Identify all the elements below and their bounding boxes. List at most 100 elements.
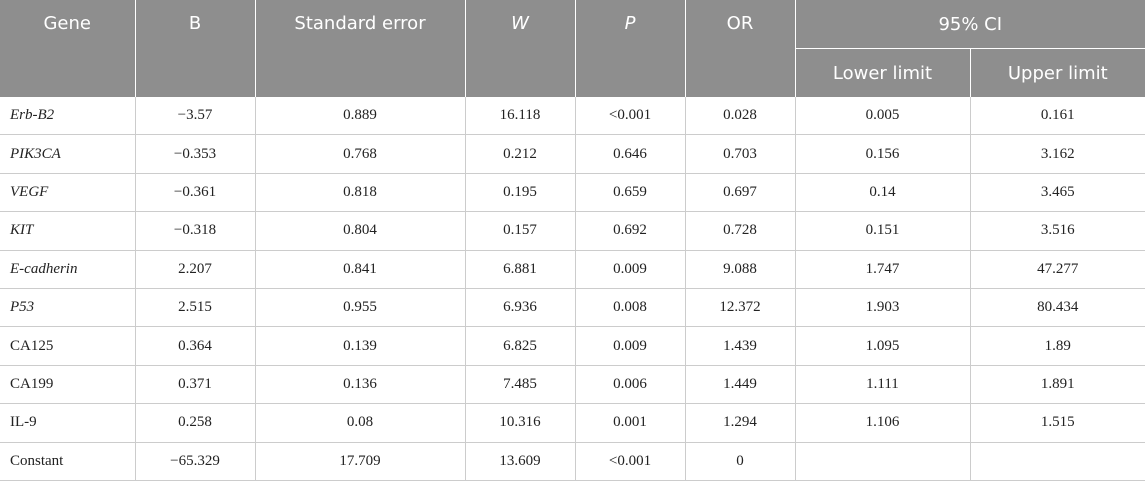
value-cell: 0.258 [134, 403, 255, 443]
table-row: CA125 0.364 0.139 6.825 0.009 1.439 1.095 1.89 [0, 326, 1145, 366]
gene-cell: P53 [0, 288, 135, 328]
value-cell: 3.162 [969, 134, 1145, 174]
value-cell: 13.609 [464, 442, 575, 481]
value-cell: 0.028 [684, 97, 795, 136]
header-subcell: Upper limit [969, 48, 1145, 97]
value-cell: 1.747 [794, 250, 970, 289]
header-cell: W [464, 0, 575, 97]
value-cell: 0.139 [254, 326, 465, 366]
value-cell: 0.768 [254, 134, 465, 174]
table-row: KIT −0.318 0.804 0.157 0.692 0.728 0.151 3.516 [0, 211, 1145, 251]
value-cell: 0.703 [684, 134, 795, 174]
value-cell: 0.195 [464, 173, 575, 213]
value-cell: −65.329 [134, 442, 255, 481]
value-cell: 16.118 [464, 97, 575, 136]
gene-cell: PIK3CA [0, 134, 135, 174]
value-cell: 0.364 [134, 326, 255, 366]
value-cell: 0.006 [574, 365, 685, 405]
gene-cell: CA125 [0, 326, 135, 366]
value-cell: 0.136 [254, 365, 465, 405]
value-cell: 0.08 [254, 403, 465, 443]
gene-cell: E-cadherin [0, 250, 135, 289]
value-cell: 1.903 [794, 288, 970, 328]
gene-cell: VEGF [0, 173, 135, 213]
value-cell: 12.372 [684, 288, 795, 328]
value-cell: 9.088 [684, 250, 795, 289]
table-row: CA199 0.371 0.136 7.485 0.006 1.449 1.111 1.891 [0, 365, 1145, 405]
gene-cell: Erb-B2 [0, 97, 135, 136]
gene-cell: Constant [0, 442, 135, 481]
value-cell: 0.697 [684, 173, 795, 213]
value-cell: 47.277 [969, 250, 1145, 289]
value-cell: 1.095 [794, 326, 970, 366]
value-cell: 0.889 [254, 97, 465, 136]
value-cell: 0.156 [794, 134, 970, 174]
value-cell: 0.008 [574, 288, 685, 328]
table-row: VEGF −0.361 0.818 0.195 0.659 0.697 0.14 3.465 [0, 173, 1145, 213]
value-cell: 0.659 [574, 173, 685, 213]
value-cell: <0.001 [574, 442, 685, 481]
value-cell: 1.106 [794, 403, 970, 443]
value-cell: 0.841 [254, 250, 465, 289]
value-cell: 80.434 [969, 288, 1145, 328]
value-cell: −0.318 [134, 211, 255, 251]
table-row: PIK3CA −0.353 0.768 0.212 0.646 0.703 0.156 3.1… [0, 134, 1145, 174]
value-cell: 0.371 [134, 365, 255, 405]
value-cell: 0.692 [574, 211, 685, 251]
value-cell: 0.009 [574, 326, 685, 366]
table-row: Erb-B2 −3.57 0.889 16.118 <0.001 0.028 0.005 0.… [0, 97, 1145, 136]
gene-cell: CA199 [0, 365, 135, 405]
table-row: E-cadherin 2.207 0.841 6.881 0.009 9.088 1.747… [0, 250, 1145, 289]
value-cell: 3.516 [969, 211, 1145, 251]
value-cell: 1.111 [794, 365, 970, 405]
value-cell: −0.353 [134, 134, 255, 174]
value-cell: 0.955 [254, 288, 465, 328]
value-cell: 1.891 [969, 365, 1145, 405]
empty-cell [794, 442, 970, 481]
value-cell: −3.57 [134, 97, 255, 136]
value-cell: 1.439 [684, 326, 795, 366]
value-cell: 2.515 [134, 288, 255, 328]
gene-cell: KIT [0, 211, 135, 251]
header-cell: B [134, 0, 255, 97]
value-cell: 0.728 [684, 211, 795, 251]
value-cell: 1.294 [684, 403, 795, 443]
table-body: Erb-B2 −3.57 0.889 16.118 <0.001 0.028 0.005 0.… [0, 97, 1145, 481]
value-cell: 0.212 [464, 134, 575, 174]
value-cell: 10.316 [464, 403, 575, 443]
table-row: IL-9 0.258 0.08 10.316 0.001 1.294 1.106 1.515 [0, 403, 1145, 443]
header-cell: OR [684, 0, 795, 97]
empty-cell [969, 442, 1145, 481]
value-cell: 6.825 [464, 326, 575, 366]
value-cell: 1.449 [684, 365, 795, 405]
value-cell: 0.157 [464, 211, 575, 251]
value-cell: <0.001 [574, 97, 685, 136]
value-cell: 0.005 [794, 97, 970, 136]
value-cell: 6.881 [464, 250, 575, 289]
value-cell: 3.465 [969, 173, 1145, 213]
table-row: Constant −65.329 17.709 13.609 <0.001 0 [0, 442, 1145, 481]
header-group: 95% CI [794, 0, 1145, 49]
header-subcell: Lower limit [794, 48, 970, 97]
value-cell: 0 [684, 442, 795, 481]
table-header: Gene B Standard error W P OR 95% CI Lowe… [0, 0, 1145, 97]
value-cell: 0.161 [969, 97, 1145, 136]
gene-cell: IL-9 [0, 403, 135, 443]
header-cell: P [574, 0, 685, 97]
value-cell: 0.151 [794, 211, 970, 251]
table-row: P53 2.515 0.955 6.936 0.008 12.372 1.903 80.434 [0, 288, 1145, 328]
value-cell: 0.001 [574, 403, 685, 443]
value-cell: 0.804 [254, 211, 465, 251]
value-cell: 0.646 [574, 134, 685, 174]
value-cell: 17.709 [254, 442, 465, 481]
value-cell: 0.818 [254, 173, 465, 213]
header-cell: Standard error [254, 0, 465, 97]
header-cell: Gene [0, 0, 135, 97]
value-cell: 0.009 [574, 250, 685, 289]
value-cell: 1.515 [969, 403, 1145, 443]
value-cell: 0.14 [794, 173, 970, 213]
value-cell: 2.207 [134, 250, 255, 289]
value-cell: 7.485 [464, 365, 575, 405]
